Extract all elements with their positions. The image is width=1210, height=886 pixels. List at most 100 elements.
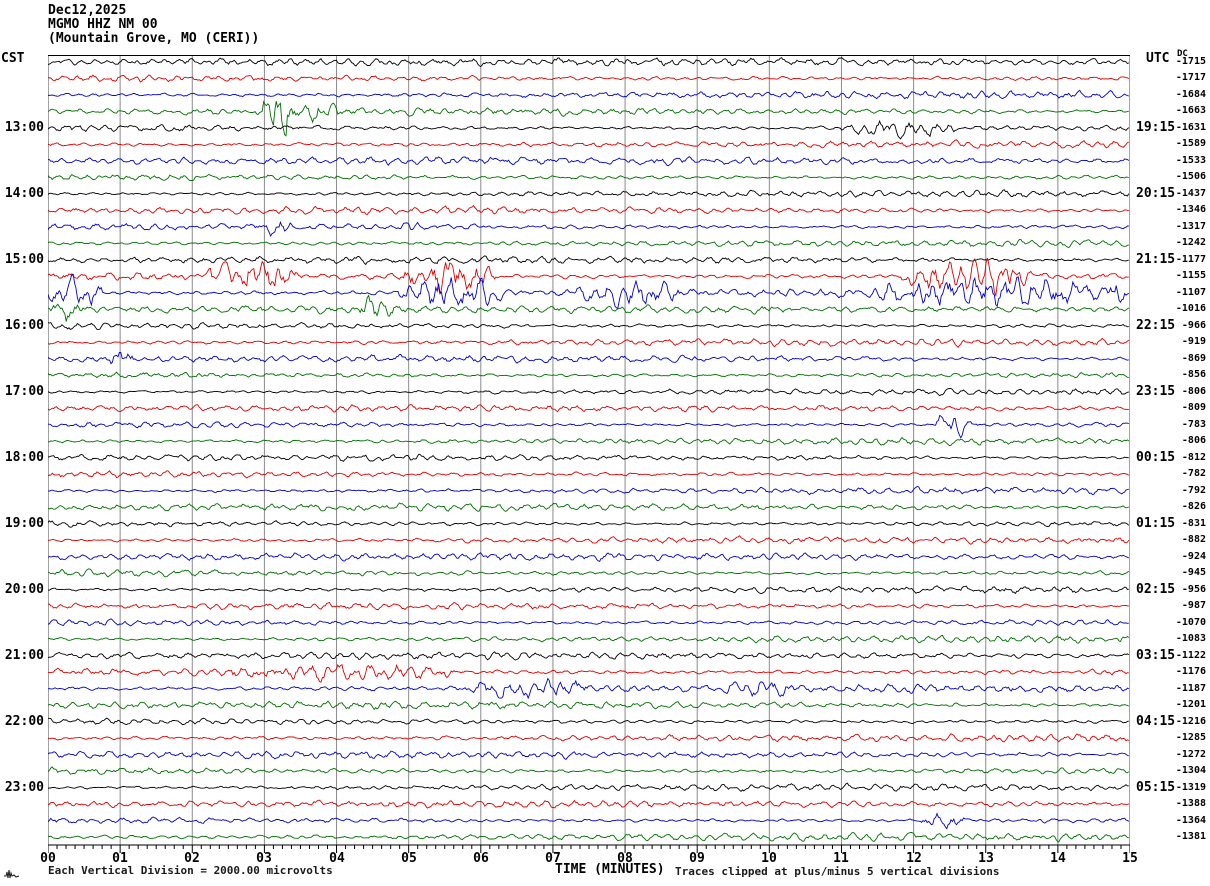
trace-offset-value: -1272	[1175, 749, 1206, 760]
trace-row-36	[48, 651, 1130, 661]
trace-offset-value: -1216	[1175, 716, 1206, 727]
x-tick-label: 03	[256, 851, 272, 866]
utc-hour-label: 03:15	[1136, 648, 1176, 663]
cst-hour-label: 16:00	[4, 318, 44, 333]
trace-row-13	[48, 257, 1129, 297]
scale-note: Each Vertical Division = 2000.00 microvo…	[48, 864, 333, 877]
trace-offset-value: -1016	[1175, 303, 1206, 314]
clip-note: Traces clipped at plus/minus 5 vertical …	[675, 865, 1000, 878]
cst-hour-label: 21:00	[4, 648, 44, 663]
x-tick-label: 08	[617, 851, 633, 866]
trace-offset-value: -945	[1181, 567, 1206, 578]
trace-row-46	[48, 812, 1130, 830]
x-tick-label: 07	[545, 851, 561, 866]
trace-row-0	[48, 57, 1130, 68]
utc-hour-label: 05:15	[1136, 780, 1176, 795]
trace-row-35	[48, 634, 1130, 644]
right-timezone-label: UTC	[1146, 51, 1170, 66]
trace-row-21	[48, 404, 1129, 413]
trace-offset-value: -1684	[1175, 89, 1206, 100]
trace-offset-value: -1317	[1175, 221, 1206, 232]
trace-offset-value: -1388	[1175, 798, 1206, 809]
trace-row-32	[48, 585, 1129, 595]
trace-offset-value: -869	[1181, 353, 1206, 364]
trace-offset-value: -806	[1181, 386, 1206, 397]
plot-area	[48, 55, 1130, 855]
trace-offset-value: -1122	[1175, 650, 1206, 661]
x-tick-label: 10	[761, 851, 777, 866]
x-tick-label: 13	[978, 851, 994, 866]
x-tick-label: 15	[1122, 851, 1138, 866]
utc-hour-label: 02:15	[1136, 582, 1176, 597]
trace-row-40	[48, 717, 1129, 726]
x-tick-label: 09	[689, 851, 705, 866]
x-tick-label: 12	[906, 851, 922, 866]
trace-offset-value: -1533	[1175, 155, 1206, 166]
trace-offset-value: -783	[1181, 419, 1206, 430]
trace-offset-value: -1187	[1175, 683, 1206, 694]
cst-hour-label: 17:00	[4, 384, 44, 399]
trace-row-4	[48, 119, 1130, 140]
seismogram-canvas	[48, 55, 1130, 853]
trace-row-10	[48, 220, 1129, 238]
trace-offset-value: -1242	[1175, 237, 1206, 248]
title-station: MGMO HHZ NM 00	[48, 17, 158, 32]
cst-hour-label: 20:00	[4, 582, 44, 597]
trace-row-33	[48, 601, 1129, 611]
trace-offset-value: -1176	[1175, 666, 1206, 677]
trace-row-41	[48, 733, 1129, 743]
trace-row-30	[48, 552, 1129, 562]
trace-offset-value: -1717	[1175, 72, 1206, 83]
x-tick-label: 06	[473, 851, 489, 866]
utc-hour-label: 21:15	[1136, 252, 1176, 267]
trace-row-29	[48, 535, 1130, 545]
x-axis-title: TIME (MINUTES)	[555, 862, 665, 877]
trace-row-44	[48, 782, 1129, 793]
trace-row-2	[48, 89, 1129, 100]
trace-row-9	[48, 204, 1129, 216]
trace-row-28	[48, 520, 1130, 528]
x-tick-label: 04	[329, 851, 345, 866]
mini-seismogram-icon	[4, 869, 20, 879]
trace-offset-value: -882	[1181, 534, 1206, 545]
trace-offset-value: -809	[1181, 402, 1206, 413]
trace-row-39	[48, 700, 1130, 711]
utc-hour-label: 20:15	[1136, 186, 1176, 201]
trace-row-34	[48, 618, 1129, 627]
trace-row-22	[48, 414, 1129, 439]
trace-offset-value: -812	[1181, 452, 1206, 463]
trace-offset-value: -806	[1181, 435, 1206, 446]
cst-hour-label: 22:00	[4, 714, 44, 729]
trace-offset-value: -1381	[1175, 831, 1206, 842]
x-tick-label: 00	[40, 851, 56, 866]
x-tick-label: 01	[112, 851, 128, 866]
trace-row-5	[48, 139, 1129, 149]
trace-row-42	[48, 750, 1129, 760]
trace-offset-value: -792	[1181, 485, 1206, 496]
trace-row-23	[48, 436, 1130, 447]
cst-hour-label: 23:00	[4, 780, 44, 795]
trace-offset-value: -1319	[1175, 782, 1206, 793]
trace-offset-value: -1715	[1175, 56, 1206, 67]
trace-offset-value: -1083	[1175, 633, 1206, 644]
cst-hour-label: 19:00	[4, 516, 44, 531]
trace-offset-value: -1589	[1175, 138, 1206, 149]
trace-offset-value: -919	[1181, 336, 1206, 347]
trace-offset-value: -956	[1181, 584, 1206, 595]
dc-label: DC	[1177, 49, 1188, 59]
x-tick-label: 11	[833, 851, 849, 866]
trace-row-3	[48, 100, 1129, 137]
trace-row-17	[48, 337, 1130, 348]
trace-row-14	[48, 273, 1130, 310]
trace-row-27	[48, 502, 1129, 512]
trace-offset-value: -1663	[1175, 105, 1206, 116]
trace-offset-value: -782	[1181, 468, 1206, 479]
trace-offset-value: -1346	[1175, 204, 1206, 215]
trace-row-15	[48, 294, 1130, 322]
trace-offset-value: -1285	[1175, 732, 1206, 743]
trace-row-38	[48, 677, 1130, 700]
trace-offset-value: -1506	[1175, 171, 1206, 182]
trace-row-43	[48, 766, 1130, 775]
trace-row-31	[48, 568, 1130, 578]
trace-offset-value: -1107	[1175, 287, 1206, 298]
